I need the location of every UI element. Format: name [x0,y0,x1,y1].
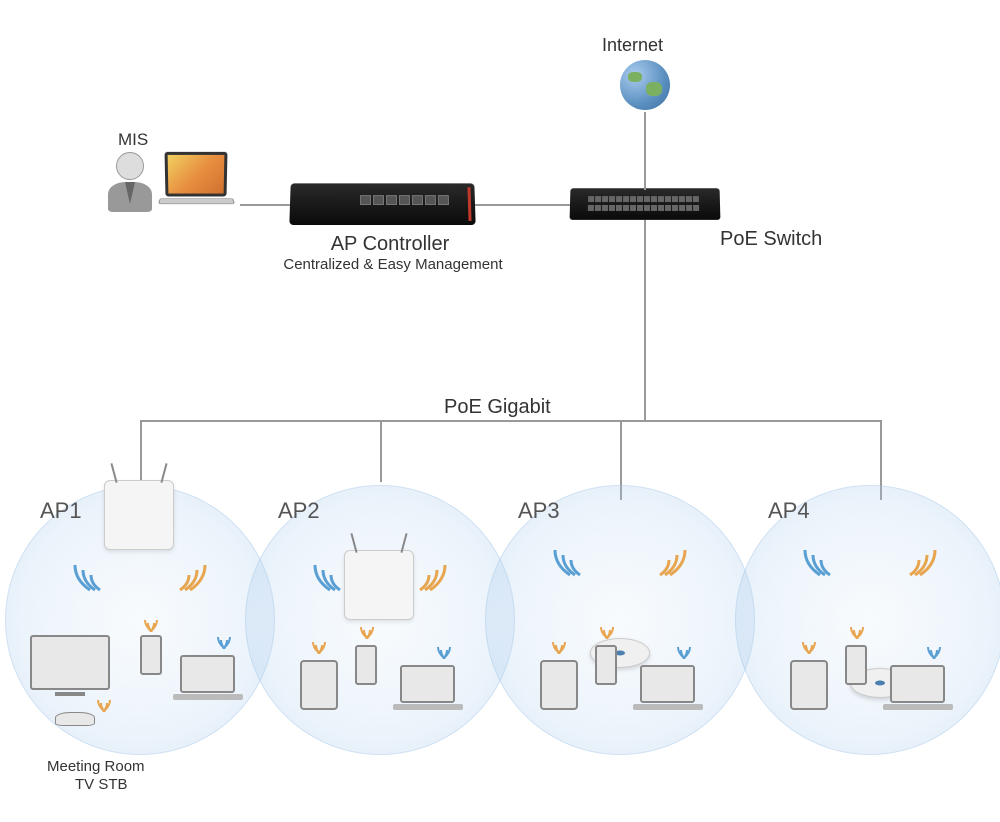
ap-controller-title: AP Controller [300,233,480,256]
wifi-small-icon [95,698,113,712]
tablet-icon [540,660,578,710]
tablet-icon [790,660,828,710]
person-icon [108,152,152,212]
phone-icon [845,645,867,685]
poe-switch-device [570,188,721,220]
wifi-small-icon [675,645,693,659]
laptop-icon [890,665,953,710]
ap1-device [104,480,174,550]
zone-ap4 [735,485,1000,755]
wifi-small-icon [142,618,160,632]
ap3-label: AP3 [518,498,560,524]
ap4-label: AP4 [768,498,810,524]
laptop-icon [400,665,463,710]
wifi-waves-ap1-left [65,555,115,595]
wifi-small-icon [800,640,818,654]
wifi-waves-ap4-left [795,540,845,580]
zone-ap3 [485,485,755,755]
ap1-label: AP1 [40,498,82,524]
wifi-waves-ap3-left [545,540,595,580]
stb-icon [55,712,95,726]
internet-label: Internet [602,35,663,56]
line-switch-down [644,220,646,420]
tv-stb-label: TV STB [75,776,128,793]
phone-icon [140,635,162,675]
wifi-waves-ap1-right [165,555,215,595]
tv-icon [30,635,110,690]
laptop-icon [640,665,703,710]
ap-controller-device [289,183,475,225]
ap-controller-subtitle: Centralized & Easy Management [273,256,513,273]
line-drop-2 [380,420,382,482]
wifi-waves-ap2-right [405,555,455,595]
wifi-small-icon [550,640,568,654]
line-controller-switch [475,204,570,206]
line-internet-switch [644,112,646,190]
wifi-small-icon [848,625,866,639]
poe-switch-label: PoE Switch [720,228,822,251]
wifi-small-icon [215,635,233,649]
globe-icon [620,60,670,110]
line-laptop-controller [240,204,290,206]
wifi-small-icon [358,625,376,639]
phone-icon [355,645,377,685]
mis-laptop-icon [165,152,234,207]
line-drop-1 [140,420,142,482]
meeting-room-label: Meeting Room [47,758,145,775]
tv-stand-icon [55,692,85,696]
wifi-small-icon [435,645,453,659]
laptop-icon [180,655,243,700]
poe-gigabit-label: PoE Gigabit [438,396,557,419]
tablet-icon [300,660,338,710]
line-bus [140,420,880,422]
zone-ap2 [245,485,515,755]
wifi-small-icon [310,640,328,654]
wifi-waves-ap4-right [895,540,945,580]
phone-icon [595,645,617,685]
mis-label: MIS [118,130,148,150]
ap2-label: AP2 [278,498,320,524]
wifi-waves-ap3-right [645,540,695,580]
wifi-waves-ap2-left [305,555,355,595]
wifi-small-icon [925,645,943,659]
wifi-small-icon [598,625,616,639]
